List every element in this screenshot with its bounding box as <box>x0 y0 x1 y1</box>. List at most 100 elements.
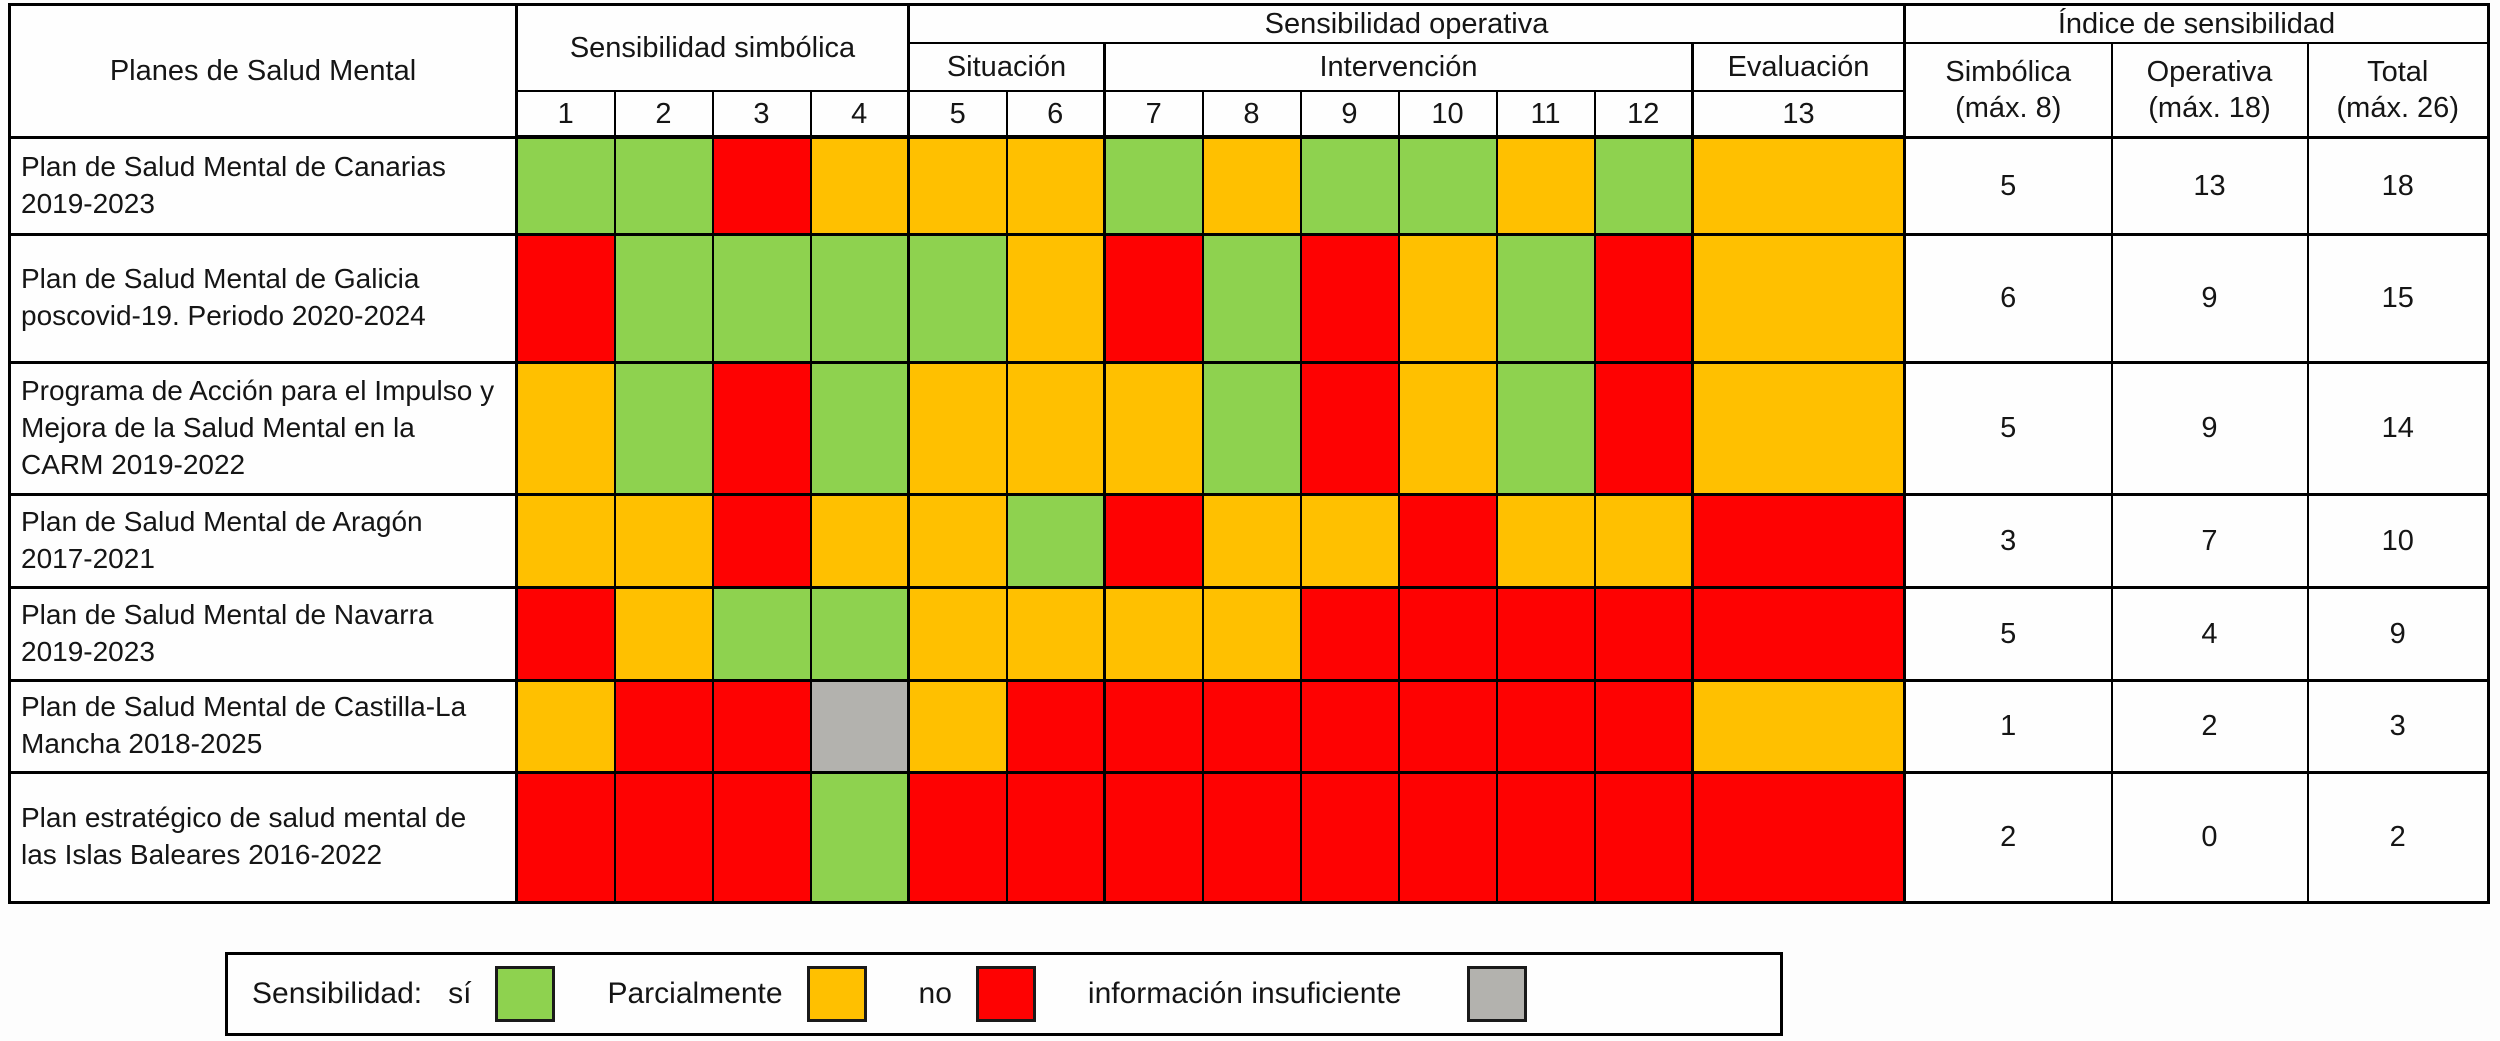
rating-cell-8-red <box>1201 770 1302 904</box>
subheader-situacion: Situación <box>907 42 1106 93</box>
score-total: 2 <box>2306 770 2490 904</box>
rating-cell-11-red <box>1495 770 1596 904</box>
table-row: Programa de Acción para el Impulso y Mej… <box>8 360 2490 496</box>
group-header-simbolica: Sensibilidad simbólica <box>515 3 910 93</box>
rating-cell-9-orange <box>1299 492 1400 589</box>
rating-cell-10-red <box>1397 492 1498 589</box>
score-header-simbolica: Simbólica (máx. 8) <box>1903 42 2113 139</box>
rating-cell-1-red <box>515 585 616 682</box>
score-total: 10 <box>2306 492 2490 589</box>
rating-cell-4-green <box>809 770 910 904</box>
legend-label-no: no <box>918 977 952 1010</box>
legend-swatch-green <box>495 966 556 1022</box>
rating-cell-3-red <box>711 678 812 774</box>
rating-cell-4-green <box>809 585 910 682</box>
legend-swatch-orange <box>806 966 867 1022</box>
table-row: Plan de Salud Mental de Galicia poscovid… <box>8 232 2490 364</box>
rating-cell-7-red <box>1103 678 1204 774</box>
score-operativa: 2 <box>2110 678 2309 774</box>
rating-cell-5-orange <box>907 492 1008 589</box>
column-numbers-row: 1 2 3 4 5 6 7 8 9 10 11 12 13 <box>10 90 2489 140</box>
plans-table-body: Plan de Salud Mental de Canarias 2019-20… <box>8 135 2490 904</box>
score-simbolica: 1 <box>1903 678 2113 774</box>
rating-cell-3-red <box>711 135 812 236</box>
legend-label-informacion-insuficiente: información insuficiente <box>1087 977 1402 1010</box>
column-number-13: 13 <box>1691 90 1906 140</box>
legend-swatch-red <box>975 966 1036 1022</box>
legend-swatch-gray <box>1467 966 1528 1022</box>
score-simbolica: 3 <box>1903 492 2113 589</box>
rating-cell-6-orange <box>1005 135 1106 236</box>
rating-cell-2-green <box>613 135 714 236</box>
score-simbolica: 6 <box>1903 232 2113 364</box>
score-total: 3 <box>2306 678 2490 774</box>
score-operativa: 0 <box>2110 770 2309 904</box>
rating-cell-5-orange <box>907 360 1008 496</box>
rating-cell-4-orange <box>809 492 910 589</box>
score-operativa: 9 <box>2110 360 2309 496</box>
column-number-5: 5 <box>907 90 1008 140</box>
column-number-11: 11 <box>1495 90 1596 140</box>
rating-cell-1-orange <box>515 492 616 589</box>
rating-cell-2-red <box>613 678 714 774</box>
score-operativa: 7 <box>2110 492 2309 589</box>
rating-cell-9-red <box>1299 678 1400 774</box>
rating-cell-10-orange <box>1397 360 1498 496</box>
rating-cell-12-red <box>1593 585 1694 682</box>
rating-cell-12-red <box>1593 232 1694 364</box>
rating-cell-8-green <box>1201 360 1302 496</box>
rating-cell-13-orange <box>1691 678 1906 774</box>
legend: Sensibilidad: sí Parcialmente no informa… <box>225 952 1783 1036</box>
score-header-total-line2: (máx. 26) <box>2336 92 2459 124</box>
rating-cell-12-red <box>1593 360 1694 496</box>
rating-cell-12-red <box>1593 678 1694 774</box>
column-number-6: 6 <box>1005 90 1106 140</box>
rating-cell-7-orange <box>1103 360 1204 496</box>
rating-cell-9-red <box>1299 360 1400 496</box>
rating-cell-8-orange <box>1201 135 1302 236</box>
rating-cell-7-red <box>1103 770 1204 904</box>
score-simbolica: 5 <box>1903 360 2113 496</box>
rating-cell-7-green <box>1103 135 1204 236</box>
rating-cell-12-orange <box>1593 492 1694 589</box>
table-row: Plan de Salud Mental de Canarias 2019-20… <box>8 135 2490 236</box>
sensitivity-table: Planes de Salud Mental Sensibilidad simb… <box>8 3 2490 904</box>
score-header-operativa-line2: (máx. 18) <box>2148 92 2271 124</box>
score-total: 9 <box>2306 585 2490 682</box>
rating-cell-1-orange <box>515 360 616 496</box>
score-total: 18 <box>2306 135 2490 236</box>
rating-cell-4-green <box>809 232 910 364</box>
column-number-7: 7 <box>1103 90 1204 140</box>
rating-cell-4-orange <box>809 135 910 236</box>
score-total: 14 <box>2306 360 2490 496</box>
table-header: Planes de Salud Mental Sensibilidad simb… <box>8 3 2490 140</box>
rating-cell-6-orange <box>1005 232 1106 364</box>
rating-cell-10-red <box>1397 678 1498 774</box>
rating-cell-1-orange <box>515 678 616 774</box>
rating-cell-9-green <box>1299 135 1400 236</box>
plan-name: Plan estratégico de salud mental de las … <box>8 770 518 904</box>
rating-cell-3-red <box>711 360 812 496</box>
column-number-4: 4 <box>809 90 910 140</box>
score-simbolica: 5 <box>1903 585 2113 682</box>
plan-name: Plan de Salud Mental de Castilla-La Manc… <box>8 678 518 774</box>
rating-cell-11-orange <box>1495 492 1596 589</box>
rating-cell-9-red <box>1299 585 1400 682</box>
column-number-3: 3 <box>711 90 812 140</box>
column-number-2: 2 <box>613 90 714 140</box>
rating-cell-2-orange <box>613 492 714 589</box>
rating-cell-11-green <box>1495 360 1596 496</box>
rating-cell-7-orange <box>1103 585 1204 682</box>
rating-cell-2-green <box>613 232 714 364</box>
rating-cell-3-green <box>711 232 812 364</box>
rating-cell-8-orange <box>1201 585 1302 682</box>
rating-cell-6-orange <box>1005 360 1106 496</box>
rating-cell-13-orange <box>1691 360 1906 496</box>
rating-cell-4-green <box>809 360 910 496</box>
rating-cell-3-red <box>711 492 812 589</box>
rating-cell-5-red <box>907 770 1008 904</box>
rating-cell-2-orange <box>613 585 714 682</box>
rating-cell-10-green <box>1397 135 1498 236</box>
column-number-1: 1 <box>515 90 616 140</box>
rating-cell-11-green <box>1495 232 1596 364</box>
